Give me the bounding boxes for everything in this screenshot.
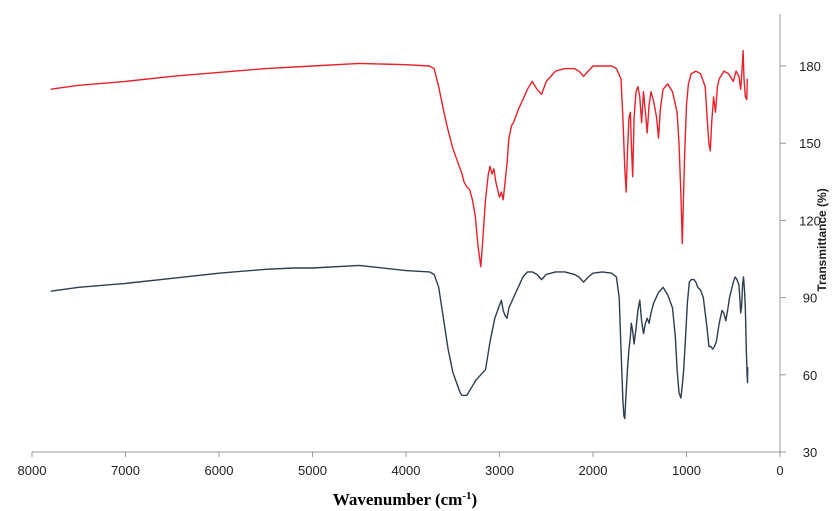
plot-area <box>50 49 749 420</box>
x-tick-label: 1000 <box>672 463 701 478</box>
x-tick-label: 5000 <box>298 463 327 478</box>
x-ticks: 8000 7000 6000 5000 4000 3000 2000 1000 0 <box>18 452 784 478</box>
x-tick-label: 0 <box>776 463 783 478</box>
x-tick-label: 8000 <box>18 463 47 478</box>
x-tick-label: 6000 <box>205 463 234 478</box>
y-ticks: 30 60 90 120 150 180 <box>780 59 821 460</box>
x-tick-label: 7000 <box>111 463 140 478</box>
y-axis-title: Transmittance (%) <box>815 188 829 291</box>
y-tick-label: 60 <box>803 368 817 383</box>
series-line-2 <box>50 264 749 420</box>
y-tick-label: 180 <box>799 59 821 74</box>
x-axis-title: Wavenumber (cm-1) <box>333 490 477 509</box>
y-tick-label: 150 <box>799 136 821 151</box>
y-tick-label: 30 <box>803 445 817 460</box>
series-line-1 <box>50 49 748 268</box>
y-tick-label: 120 <box>799 213 821 228</box>
y-tick-label: 90 <box>803 291 817 306</box>
x-tick-label: 3000 <box>485 463 514 478</box>
x-tick-label: 2000 <box>579 463 608 478</box>
x-tick-label: 4000 <box>392 463 421 478</box>
